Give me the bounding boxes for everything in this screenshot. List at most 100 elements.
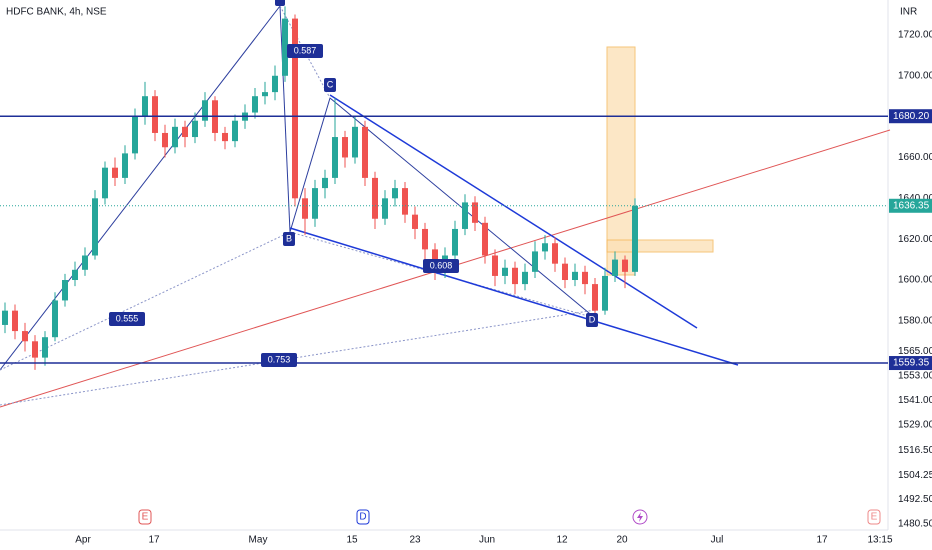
pattern-line bbox=[279, 5, 291, 233]
candle-body bbox=[562, 263, 568, 281]
x-tick-label: Jun bbox=[479, 535, 495, 546]
x-tick-label: 12 bbox=[556, 535, 568, 546]
pattern-line bbox=[0, 5, 281, 371]
pattern-label: D bbox=[589, 314, 596, 324]
pattern-label: 0.555 bbox=[116, 313, 139, 323]
symbol-title: HDFC BANK, 4h, NSE bbox=[6, 7, 107, 18]
candle-body bbox=[522, 271, 528, 285]
channel-line bbox=[329, 94, 698, 329]
zone bbox=[606, 239, 714, 253]
pattern-tag bbox=[261, 353, 297, 367]
candle-body bbox=[452, 228, 458, 256]
level-label: 1680.20 bbox=[893, 111, 930, 122]
y-tick-label: 1580.00 bbox=[898, 315, 932, 326]
level-tag bbox=[889, 356, 932, 371]
candle-body bbox=[592, 284, 598, 311]
candle-body bbox=[152, 96, 158, 133]
candle-body bbox=[412, 214, 418, 229]
candle-body bbox=[362, 126, 368, 178]
candle-body bbox=[382, 198, 388, 219]
pattern-tag bbox=[586, 313, 598, 327]
candle-body bbox=[192, 120, 198, 138]
y-tick-label: 1720.00 bbox=[898, 30, 932, 41]
pattern-label: 0.753 bbox=[268, 354, 291, 364]
candle-body bbox=[172, 126, 178, 148]
candle-body bbox=[82, 255, 88, 270]
y-tick-label: 1620.00 bbox=[898, 234, 932, 245]
candle-body bbox=[322, 177, 328, 189]
candle-body bbox=[572, 271, 578, 281]
event-label: E bbox=[871, 512, 878, 523]
candle-body bbox=[112, 167, 118, 178]
y-tick-label: 1660.00 bbox=[898, 152, 932, 163]
candle-body bbox=[372, 177, 378, 219]
candle-body bbox=[2, 310, 8, 325]
event-label: E bbox=[142, 512, 149, 523]
pattern-tag bbox=[109, 312, 145, 326]
candle-body bbox=[292, 18, 298, 199]
candle-body bbox=[582, 271, 588, 285]
candle-body bbox=[62, 280, 68, 301]
y-tick-label: 1700.00 bbox=[898, 70, 932, 81]
pattern-tag bbox=[283, 232, 295, 246]
candle-body bbox=[282, 18, 288, 76]
candle-body bbox=[252, 96, 258, 113]
candle-body bbox=[332, 137, 338, 178]
candle-body bbox=[42, 337, 48, 358]
candle-body bbox=[92, 198, 98, 256]
x-tick-label: Jul bbox=[711, 535, 724, 546]
pattern-dotted bbox=[0, 231, 291, 371]
candle-body bbox=[402, 188, 408, 215]
y-tick-label: 1600.00 bbox=[898, 275, 932, 286]
candle-body bbox=[312, 188, 318, 219]
pattern-label: 0.587 bbox=[294, 45, 317, 55]
candle-body bbox=[462, 202, 468, 229]
y-tick-label: 1480.50 bbox=[898, 519, 932, 530]
pattern-tag bbox=[287, 44, 323, 58]
currency: INR bbox=[900, 7, 917, 18]
candle-body bbox=[222, 132, 228, 142]
pattern-line bbox=[289, 97, 331, 233]
candle-body bbox=[22, 331, 28, 342]
candle-body bbox=[492, 255, 498, 276]
pattern-label: B bbox=[286, 233, 292, 243]
candle-body bbox=[552, 243, 558, 264]
candle-body bbox=[342, 137, 348, 158]
candle-body bbox=[512, 267, 518, 285]
pattern-tag bbox=[423, 259, 459, 273]
event-label: D bbox=[359, 512, 366, 523]
x-tick-label: 23 bbox=[409, 535, 421, 546]
candle-body bbox=[12, 310, 18, 332]
event-icon bbox=[867, 509, 881, 525]
x-tick-label: 20 bbox=[616, 535, 628, 546]
event-bolt bbox=[637, 512, 643, 522]
x-tick-label: 13:15 bbox=[867, 535, 892, 546]
candle-body bbox=[162, 132, 168, 148]
event-icon bbox=[356, 509, 370, 525]
pattern-point bbox=[275, 0, 285, 6]
y-tick-label: 1504.25 bbox=[898, 470, 932, 481]
candle-body bbox=[122, 153, 128, 178]
x-tick-label: 17 bbox=[148, 535, 160, 546]
candle-body bbox=[302, 198, 308, 219]
candle-body bbox=[502, 267, 508, 276]
pattern-dotted bbox=[0, 309, 596, 406]
x-tick-label: May bbox=[249, 535, 268, 546]
candle-body bbox=[262, 92, 268, 97]
candle-body bbox=[232, 120, 238, 142]
candle-body bbox=[272, 75, 278, 93]
level-label: 1559.35 bbox=[893, 358, 930, 369]
pattern-label: C bbox=[327, 79, 334, 89]
pattern-label: 0.608 bbox=[430, 260, 453, 270]
channel-line bbox=[289, 227, 739, 366]
x-tick-label: 17 bbox=[816, 535, 828, 546]
candle-body bbox=[142, 96, 148, 117]
zone bbox=[606, 46, 636, 276]
candle-body bbox=[132, 116, 138, 154]
candle-body bbox=[32, 341, 38, 358]
pattern-tag bbox=[324, 78, 336, 92]
candle-body bbox=[602, 275, 608, 311]
candle-body bbox=[472, 202, 478, 223]
